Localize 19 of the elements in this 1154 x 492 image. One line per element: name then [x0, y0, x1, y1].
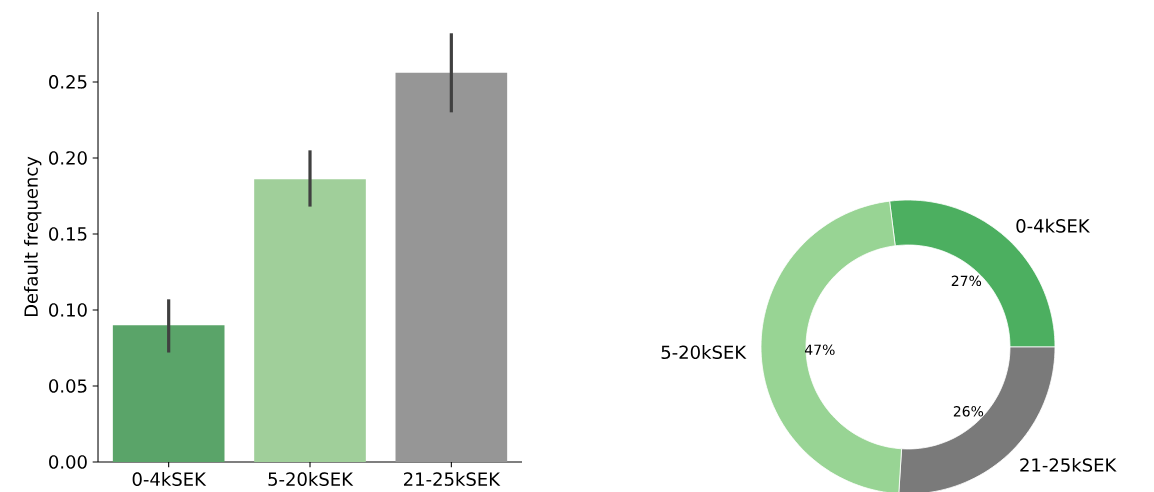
data-label: 26%	[953, 405, 984, 417]
y-tick-label: 0.00	[49, 455, 87, 469]
slice-label: 21-25kSEK	[1020, 457, 1117, 472]
x-tick-label: 5-20kSEK	[268, 472, 354, 486]
y-tick-label: 0.20	[49, 151, 87, 165]
bar	[112, 325, 225, 462]
slice-label: 0-4kSEK	[1016, 218, 1090, 233]
y-tick-label: 0.10	[49, 303, 87, 317]
x-tick-label: 0-4kSEK	[132, 472, 207, 486]
x-tick-label: 21-25kSEK	[403, 472, 501, 486]
slice-label: 5-20kSEK	[661, 345, 747, 360]
bar	[395, 72, 508, 462]
data-label: 27%	[951, 275, 982, 287]
y-tick-label: 0.15	[49, 227, 87, 241]
y-tick-label: 0.05	[49, 379, 87, 393]
data-label: 47%	[804, 344, 835, 356]
y-axis-title: Default frequency	[23, 156, 42, 317]
bar	[254, 179, 366, 462]
y-tick-label: 0.25	[49, 75, 87, 89]
